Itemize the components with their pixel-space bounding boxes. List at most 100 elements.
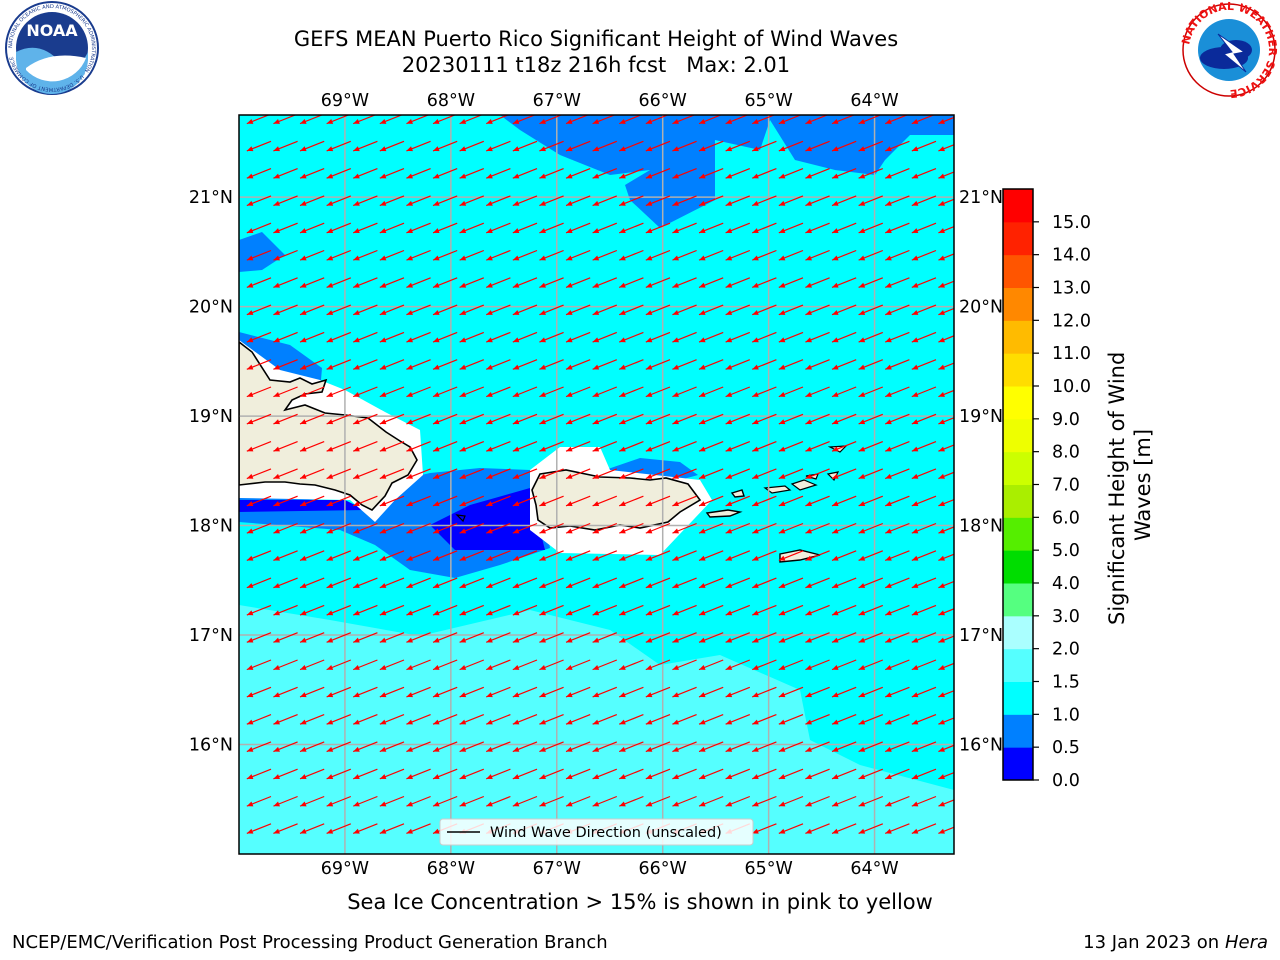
wave-arrow	[778, 195, 804, 207]
wave-arrow	[485, 577, 511, 589]
wave-arrow	[938, 553, 954, 561]
wave-arrow	[246, 468, 272, 480]
wave-arrow	[645, 714, 671, 725]
wave-arrow	[459, 495, 485, 507]
wave-arrow	[645, 577, 671, 589]
wave-arrow	[778, 441, 804, 452]
wave-arrow	[459, 741, 485, 753]
wave-arrow	[539, 522, 564, 534]
colorbar-tick-label: 3.0	[1052, 607, 1080, 627]
wave-arrow	[406, 195, 431, 207]
wave-arrow	[539, 413, 564, 425]
wave-arrow	[725, 468, 751, 480]
wave-arrow	[831, 495, 857, 507]
wave-arrow	[938, 362, 954, 370]
wave-arrow	[698, 468, 724, 480]
wave-arrow	[618, 686, 644, 698]
wave-arrow	[352, 441, 378, 452]
latitude-labels-right: 21°N 20°N 19°N 18°N 17°N 16°N	[959, 188, 1003, 755]
wave-arrow	[273, 495, 298, 507]
wave-arrow	[698, 140, 724, 152]
wave-arrow	[805, 714, 830, 725]
wave-arrow	[273, 632, 298, 643]
wave-arrow	[858, 441, 884, 452]
wave-arrow	[326, 659, 352, 671]
wave-arrow	[938, 799, 954, 807]
wave-arrow	[805, 823, 830, 834]
wave-arrow	[246, 222, 272, 234]
wave-arrow	[938, 225, 954, 234]
noaa-logo-icon: NOAA NATIONAL OCEANIC AND ATMOSPHERIC AD…	[5, 1, 99, 95]
wave-arrow	[831, 304, 857, 316]
wave-arrow	[246, 168, 272, 179]
wave-arrow	[432, 632, 458, 643]
colorbar: 0.0 0.5 1.0 1.5 2.0 3.0 4.0 5.0 6.0 7.0 8.0 9.0 10.0…	[1002, 188, 1091, 791]
wave-arrow	[831, 741, 857, 753]
wave-arrow	[645, 277, 671, 288]
wave-arrow	[352, 140, 378, 152]
wave-arrow	[698, 304, 724, 316]
wave-arrow	[645, 249, 671, 261]
wave-arrow	[352, 686, 378, 698]
lon-label-top: 67°W	[533, 91, 581, 111]
wave-arrow	[273, 550, 298, 561]
wave-arrow	[246, 359, 272, 370]
wave-arrow	[273, 222, 298, 234]
wave-arrow	[246, 768, 272, 780]
colorbar-tick-label: 1.0	[1052, 705, 1080, 725]
wave-arrow	[698, 550, 724, 561]
footer-branch: NCEP/EMC/Verification Post Processing Pr…	[12, 932, 608, 953]
wave-arrow	[618, 659, 644, 671]
wave-contour-1-5	[239, 605, 954, 854]
wave-arrow	[938, 417, 954, 425]
wave-arrow	[592, 277, 618, 288]
wave-arrow	[645, 168, 671, 179]
wave-arrow	[911, 632, 937, 643]
wave-arrow	[485, 686, 511, 698]
wave-arrow	[858, 795, 884, 807]
wave-arrow	[938, 198, 954, 207]
wave-arrow	[672, 140, 697, 152]
wave-arrow	[352, 659, 378, 671]
wave-arrow	[831, 168, 857, 179]
wave-arrow	[352, 331, 378, 343]
wave-arrow	[858, 304, 884, 316]
wave-arrow	[592, 632, 618, 643]
wave-arrow	[485, 277, 511, 288]
wave-arrow	[805, 359, 830, 370]
wave-arrow	[406, 714, 431, 725]
wave-arrow	[618, 222, 644, 234]
wave-arrow	[273, 140, 298, 152]
wave-arrow	[539, 686, 564, 698]
wave-arrow	[459, 249, 485, 261]
wave-arrow	[858, 386, 884, 398]
wave-arrow	[938, 635, 954, 643]
wave-arrow	[299, 495, 325, 507]
wave-arrow	[831, 386, 857, 398]
wave-arrow	[592, 441, 618, 452]
wave-arrow	[432, 604, 458, 616]
wave-arrow	[273, 441, 298, 452]
wave-arrow	[884, 359, 910, 370]
nws-logo-icon: NATIONAL WEATHER SERVICE	[1179, 0, 1279, 100]
wave-arrow	[512, 277, 538, 288]
lat-label-right: 20°N	[959, 298, 1003, 318]
wave-arrow	[539, 495, 564, 507]
wave-arrow	[592, 522, 618, 534]
wave-arrow	[565, 795, 591, 807]
wave-arrow	[911, 550, 937, 561]
wave-arrow	[698, 604, 724, 616]
wave-arrow	[751, 140, 777, 152]
wave-arrow	[938, 608, 954, 616]
land-desecheo	[455, 514, 466, 523]
wave-arrow	[539, 140, 564, 152]
wave-arrow	[645, 495, 671, 507]
wave-arrow	[379, 304, 405, 316]
wave-arrow	[831, 468, 857, 480]
wave-arrow	[565, 632, 591, 643]
wave-arrow	[751, 386, 777, 398]
wave-contour-0-5-mona	[239, 468, 550, 578]
wave-arrow	[751, 249, 777, 261]
colorbar-segment	[1003, 189, 1033, 223]
